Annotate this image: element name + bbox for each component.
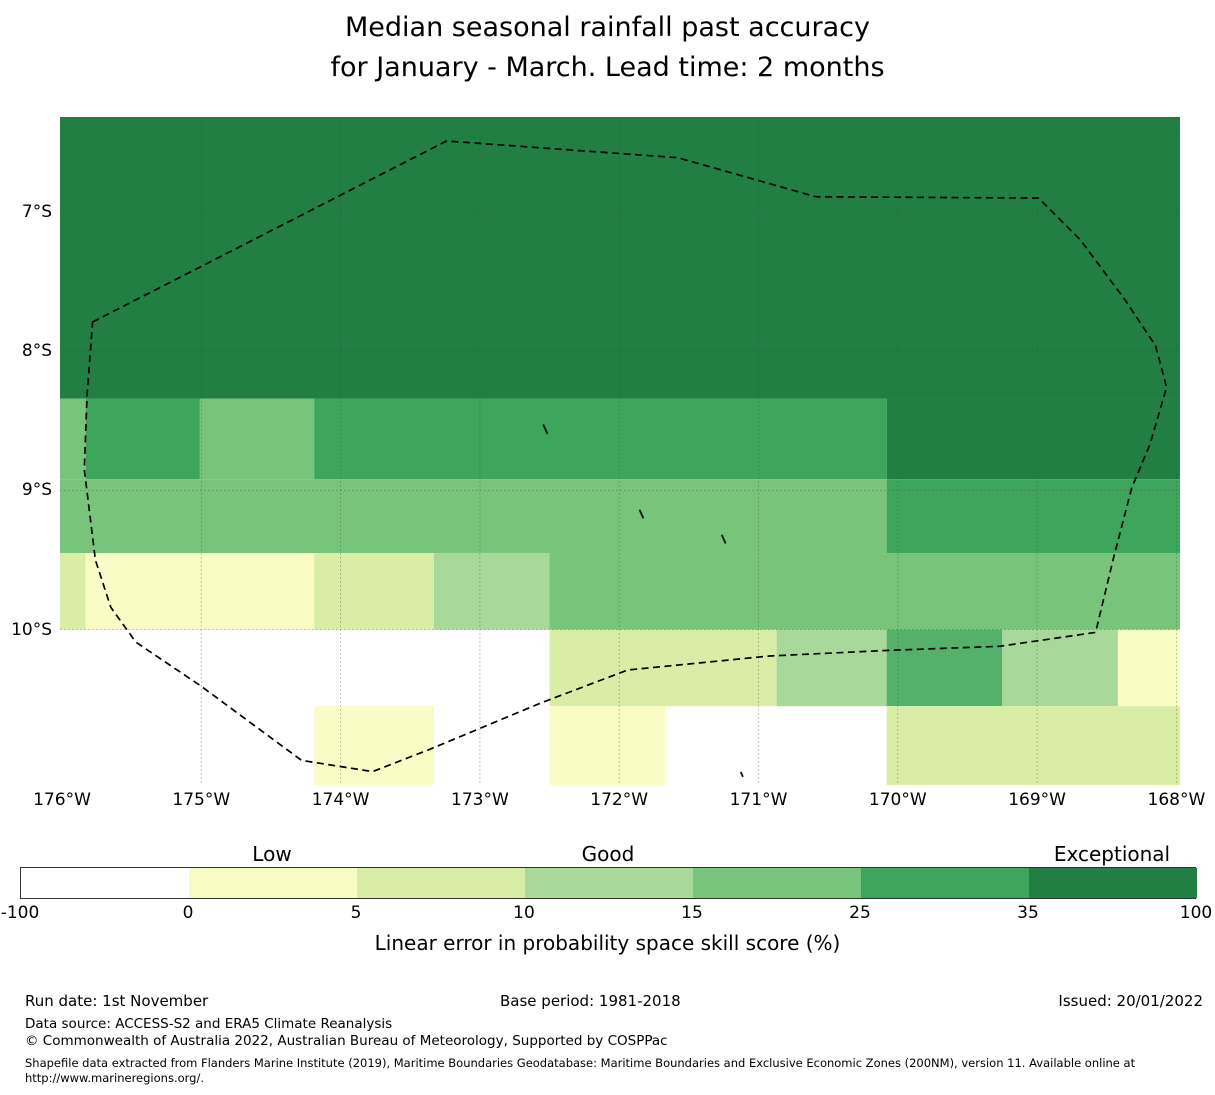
grid-cell <box>60 479 887 554</box>
base-period-text: Base period: 1981-2018 <box>500 992 681 1010</box>
map-canvas <box>60 117 1180 785</box>
chart-title-line1: Median seasonal rainfall past accuracy <box>345 12 870 43</box>
x-tick-label: 173°W <box>451 790 509 810</box>
y-tick-label: 8°S <box>21 341 52 362</box>
grid-cell <box>433 553 550 630</box>
grid-cell <box>1002 629 1118 707</box>
data-source-text: Data source: ACCESS-S2 and ERA5 Climate … <box>25 1016 393 1032</box>
grid-cell <box>549 553 1180 630</box>
grid-cell <box>776 629 887 707</box>
shapefile-note-line1: Shapefile data extracted from Flanders M… <box>25 1056 1136 1070</box>
colorbar-segment <box>861 868 1029 898</box>
issued-text: Issued: 20/01/2022 <box>1058 992 1203 1010</box>
grid-cell <box>60 553 86 630</box>
grid-cell <box>314 398 887 480</box>
colorbar <box>20 867 1197 899</box>
colorbar-caption: Linear error in probability space skill … <box>374 931 841 955</box>
colorbar-category-label: Low <box>252 842 292 866</box>
x-tick-label: 171°W <box>729 790 788 810</box>
x-tick-label: 174°W <box>311 790 370 810</box>
colorbar-segment <box>189 868 357 898</box>
chart-title-line2: for January - March. Lead time: 2 months <box>330 52 885 83</box>
colorbar-tick-label: 10 <box>513 903 535 923</box>
eez-dashed-boundary <box>83 140 1168 773</box>
x-tick-label: 175°W <box>172 790 231 810</box>
grid-cell <box>60 398 86 480</box>
grid-cell <box>549 629 777 707</box>
colorbar-category-label: Exceptional <box>1053 842 1171 866</box>
colorbar-tick-label: -100 <box>0 903 40 923</box>
colorbar-tick-label: 100 <box>1179 903 1213 923</box>
colorbar-category-label: Good <box>581 842 635 866</box>
grid-cell <box>85 398 200 480</box>
run-date-text: Run date: 1st November <box>25 992 209 1010</box>
colorbar-tick-label: 5 <box>350 903 362 923</box>
y-tick-label: 10°S <box>11 619 52 640</box>
x-tick-label: 176°W <box>33 790 91 810</box>
x-tick-label: 168°W <box>1147 790 1206 810</box>
chart-title: Median seasonal rainfall past accuracy f… <box>0 8 1215 88</box>
grid-cell <box>199 398 315 480</box>
x-tick-label: 170°W <box>868 790 927 810</box>
grid-cell <box>886 629 1003 707</box>
x-tick-label: 172°W <box>590 790 649 810</box>
island-mark <box>740 771 744 778</box>
grid-cell <box>85 553 315 630</box>
y-tick-label: 9°S <box>21 480 52 501</box>
colorbar-segment <box>693 868 861 898</box>
colorbar-tick-label: 15 <box>681 903 703 923</box>
grid-cell <box>314 553 434 630</box>
colorbar-segment <box>1029 868 1197 898</box>
grid-cell <box>549 706 666 785</box>
x-tick-label: 169°W <box>1008 790 1066 810</box>
colorbar-segment <box>21 868 189 898</box>
colorbar-tick-label: 25 <box>849 903 871 923</box>
copyright-text: © Commonwealth of Australia 2022, Austra… <box>25 1033 668 1049</box>
grid-cell <box>60 117 1180 399</box>
colorbar-tick-label: 35 <box>1017 903 1039 923</box>
colorbar-tick-label: 0 <box>182 903 194 923</box>
y-tick-label: 7°S <box>21 202 52 222</box>
shapefile-note-line2: http://www.marineregions.org/. <box>25 1071 204 1085</box>
grid-cell <box>886 398 1180 480</box>
colorbar-segment <box>357 868 525 898</box>
island-mark <box>542 424 549 435</box>
island-mark <box>721 534 727 544</box>
grid-cell <box>314 706 434 785</box>
grid-cell <box>1117 629 1180 707</box>
map-panel <box>60 117 1180 785</box>
grid-cell <box>886 706 1180 785</box>
colorbar-segment <box>525 868 693 898</box>
island-mark <box>638 509 645 519</box>
